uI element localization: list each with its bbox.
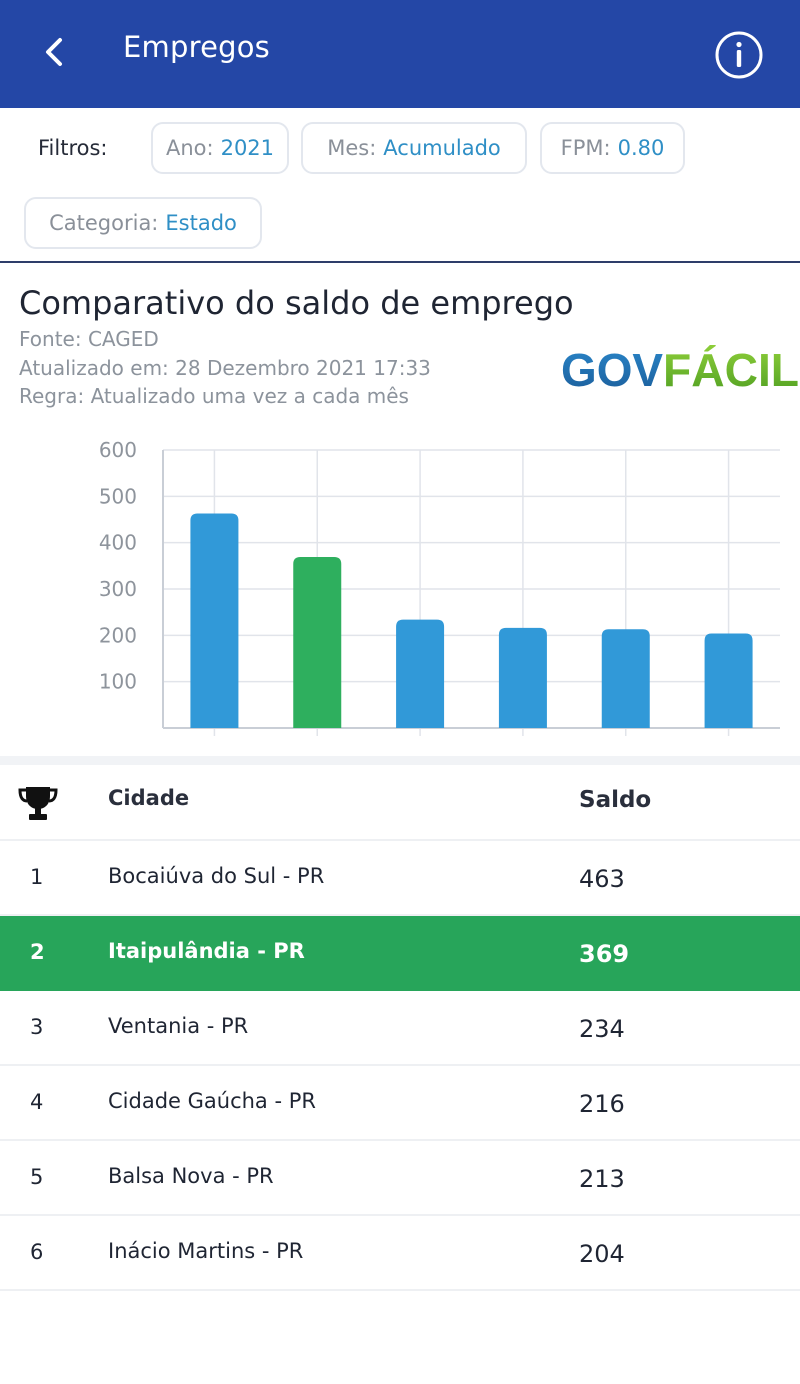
info-icon <box>715 31 763 79</box>
y-tick-label: 200 <box>99 623 137 647</box>
row-saldo: 216 <box>579 1090 625 1118</box>
row-city: Itaipulândia - PR <box>108 939 305 963</box>
row-city: Bocaiúva do Sul - PR <box>108 864 325 888</box>
filter-value: Estado <box>165 211 237 235</box>
row-rank: 5 <box>30 1165 44 1189</box>
y-tick-label: 500 <box>99 484 137 508</box>
filter-key: Ano: <box>165 136 214 160</box>
filter-value: 2021 <box>220 136 275 160</box>
table-row[interactable]: 6 Inácio Martins - PR 204 <box>0 1216 800 1291</box>
updated-at: Atualizado em: 28 Dezembro 2021 17:33 <box>19 356 431 380</box>
table-row[interactable]: 1 Bocaiúva do Sul - PR 463 <box>0 841 800 916</box>
table-row[interactable]: 3 Ventania - PR 234 <box>0 991 800 1066</box>
update-rule: Regra: Atualizado uma vez a cada mês <box>19 384 409 408</box>
y-tick-label: 300 <box>99 577 137 601</box>
filter-key: Mes: <box>327 136 377 160</box>
logo-text-gov: GOV <box>561 344 663 393</box>
filter-chip-ano[interactable]: Ano: 2021 <box>151 122 289 174</box>
column-header-saldo[interactable]: Saldo <box>579 787 652 813</box>
chart-bar <box>498 627 547 728</box>
chart-bar <box>601 629 650 728</box>
row-saldo: 463 <box>579 865 625 893</box>
y-tick-label: 400 <box>99 531 137 555</box>
filters-label: Filtros: <box>38 136 108 160</box>
filter-value: 0.80 <box>617 136 665 160</box>
filter-chip-mes[interactable]: Mes: Acumulado <box>301 122 527 174</box>
y-tick-label: 100 <box>99 670 137 694</box>
saldo-bar-chart: 100 200 300 400 500 600 <box>99 438 780 736</box>
app-header: Empregos <box>0 0 800 108</box>
filter-value: Acumulado <box>383 136 501 160</box>
chart-bar <box>293 557 342 728</box>
filter-chip-fpm[interactable]: FPM: 0.80 <box>540 122 685 174</box>
row-saldo: 204 <box>579 1240 625 1268</box>
filter-key: FPM: <box>560 136 611 160</box>
page-title: Empregos <box>123 30 270 64</box>
chart-bar <box>190 513 239 728</box>
govfacil-logo: GOV FÁCIL <box>561 344 799 393</box>
table-row-highlighted[interactable]: 2 Itaipulândia - PR 369 <box>0 916 800 991</box>
row-rank: 2 <box>30 940 45 964</box>
table-header <box>0 765 800 841</box>
row-rank: 3 <box>30 1015 44 1039</box>
trophy-icon <box>18 787 58 820</box>
filter-chip-categoria[interactable]: Categoria: Estado <box>24 197 262 249</box>
row-saldo: 369 <box>579 940 630 968</box>
chart-card-title: Comparativo do saldo de emprego <box>19 284 574 322</box>
back-button[interactable] <box>30 28 78 76</box>
logo-text-facil: FÁCIL <box>663 344 799 393</box>
row-rank: 1 <box>30 865 44 889</box>
row-rank: 6 <box>30 1240 44 1264</box>
filters-divider <box>0 261 800 263</box>
row-city: Balsa Nova - PR <box>108 1164 274 1188</box>
row-city: Ventania - PR <box>108 1014 249 1038</box>
row-saldo: 213 <box>579 1165 625 1193</box>
table-row[interactable]: 5 Balsa Nova - PR 213 <box>0 1141 800 1216</box>
section-separator <box>0 756 800 765</box>
chart-bar <box>704 633 753 728</box>
row-rank: 4 <box>30 1090 44 1114</box>
filter-key: Categoria: <box>49 211 159 235</box>
column-header-city[interactable]: Cidade <box>108 786 190 810</box>
row-city: Cidade Gaúcha - PR <box>108 1089 316 1113</box>
row-saldo: 234 <box>579 1015 625 1043</box>
table-row[interactable]: 4 Cidade Gaúcha - PR 216 <box>0 1066 800 1141</box>
info-button[interactable] <box>714 30 764 80</box>
chart-bar <box>396 619 445 728</box>
chevron-left-icon <box>46 38 62 66</box>
row-city: Inácio Martins - PR <box>108 1239 304 1263</box>
data-source: Fonte: CAGED <box>19 327 159 351</box>
y-tick-label: 600 <box>99 438 137 462</box>
